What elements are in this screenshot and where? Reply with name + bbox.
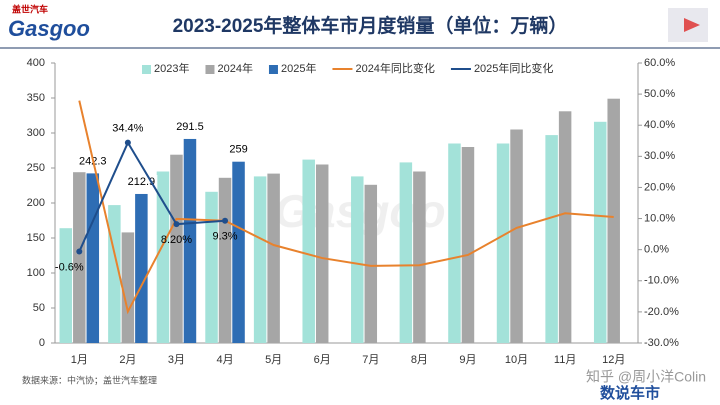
bar xyxy=(545,135,558,343)
legend-label: 2025年同比变化 xyxy=(474,61,553,75)
data-label: 9.3% xyxy=(213,231,238,243)
logo: Gasgoo xyxy=(8,16,90,41)
legend-label: 2025年 xyxy=(281,61,316,75)
legend-swatch xyxy=(205,65,215,74)
x-tick-label: 2月 xyxy=(119,354,136,366)
bar xyxy=(510,129,523,343)
watermark: 知乎 @周小洋Colin xyxy=(586,369,706,385)
bar xyxy=(315,164,329,343)
y2-tick-label: 0.0% xyxy=(644,244,669,256)
bar xyxy=(86,173,100,343)
data-label: 212.9 xyxy=(128,176,156,188)
bar xyxy=(351,176,364,343)
chart-title: 2023-2025年整体车市月度销量（单位：万辆） xyxy=(173,14,568,37)
marker xyxy=(222,217,229,224)
bar xyxy=(73,172,86,343)
x-tick-label: 7月 xyxy=(362,354,379,366)
marker xyxy=(124,139,131,146)
x-tick-label: 3月 xyxy=(168,354,185,366)
bar xyxy=(170,154,183,343)
corner-icon xyxy=(668,8,708,42)
y-tick-label: 250 xyxy=(27,162,45,174)
bar xyxy=(267,173,280,343)
x-tick-label: 6月 xyxy=(314,354,331,366)
x-tick-label: 5月 xyxy=(265,354,282,366)
bar xyxy=(364,184,378,343)
y-tick-label: 100 xyxy=(27,267,45,279)
x-tick-label: 11月 xyxy=(554,354,576,366)
x-tick-label: 10月 xyxy=(505,354,528,366)
y-tick-label: 400 xyxy=(27,57,45,69)
y2-tick-label: 20.0% xyxy=(644,181,675,193)
legend-label: 2023年 xyxy=(154,61,189,75)
bar xyxy=(593,121,607,343)
bar xyxy=(253,176,267,343)
bar xyxy=(183,138,197,343)
data-label: 34.4% xyxy=(112,123,143,135)
bar xyxy=(218,177,232,343)
y2-tick-label: 30.0% xyxy=(644,150,675,162)
x-tick-label: 4月 xyxy=(216,354,233,366)
y2-tick-label: 60.0% xyxy=(644,57,675,69)
marker xyxy=(76,248,83,255)
line xyxy=(78,140,226,252)
legend-swatch xyxy=(142,65,151,74)
x-tick-label: 9月 xyxy=(459,354,476,366)
y-tick-label: 50 xyxy=(33,302,45,314)
y-tick-label: 350 xyxy=(27,92,45,104)
y-tick-label: 150 xyxy=(27,232,45,244)
line xyxy=(78,100,614,315)
x-tick-label: 1月 xyxy=(71,354,88,366)
bar xyxy=(135,193,148,343)
legend-label: 2024年同比变化 xyxy=(355,61,434,75)
y2-tick-label: -30.0% xyxy=(644,337,679,349)
bar xyxy=(302,159,315,343)
bar xyxy=(448,143,461,343)
bar xyxy=(558,111,572,343)
y2-tick-label: 50.0% xyxy=(644,88,675,100)
label-box xyxy=(222,142,255,157)
data-label: 259 xyxy=(229,144,247,156)
y2-tick-label: -20.0% xyxy=(644,306,679,318)
data-label: -0.6% xyxy=(55,261,84,273)
y-tick-label: 0 xyxy=(39,337,45,349)
y2-tick-label: -10.0% xyxy=(644,275,679,287)
bar xyxy=(461,147,475,343)
bar xyxy=(413,171,426,343)
bar xyxy=(59,228,73,343)
bar xyxy=(232,161,245,343)
data-label: 291.5 xyxy=(176,121,204,133)
marker xyxy=(173,221,180,228)
legend-swatch xyxy=(268,65,278,74)
bar xyxy=(156,171,170,343)
y2-tick-label: 10.0% xyxy=(644,212,675,224)
label-box xyxy=(173,119,206,134)
bar xyxy=(607,98,620,343)
y2-tick-label: 40.0% xyxy=(644,119,675,131)
y-tick-label: 300 xyxy=(27,127,45,139)
bar xyxy=(121,232,135,343)
source-note: 数据来源：中汽协；盖世汽车整理 xyxy=(22,374,157,385)
x-tick-label: 12月 xyxy=(602,354,625,366)
data-label: 8.20% xyxy=(161,234,192,246)
brand: 数说车市 xyxy=(600,384,660,402)
y-tick-label: 200 xyxy=(27,197,45,209)
logo-cn: 盖世汽车 xyxy=(12,3,48,14)
bar xyxy=(205,191,218,343)
legend-label: 2024年 xyxy=(217,61,252,75)
x-tick-label: 8月 xyxy=(411,354,428,366)
bar xyxy=(496,143,510,343)
bar xyxy=(399,162,413,343)
